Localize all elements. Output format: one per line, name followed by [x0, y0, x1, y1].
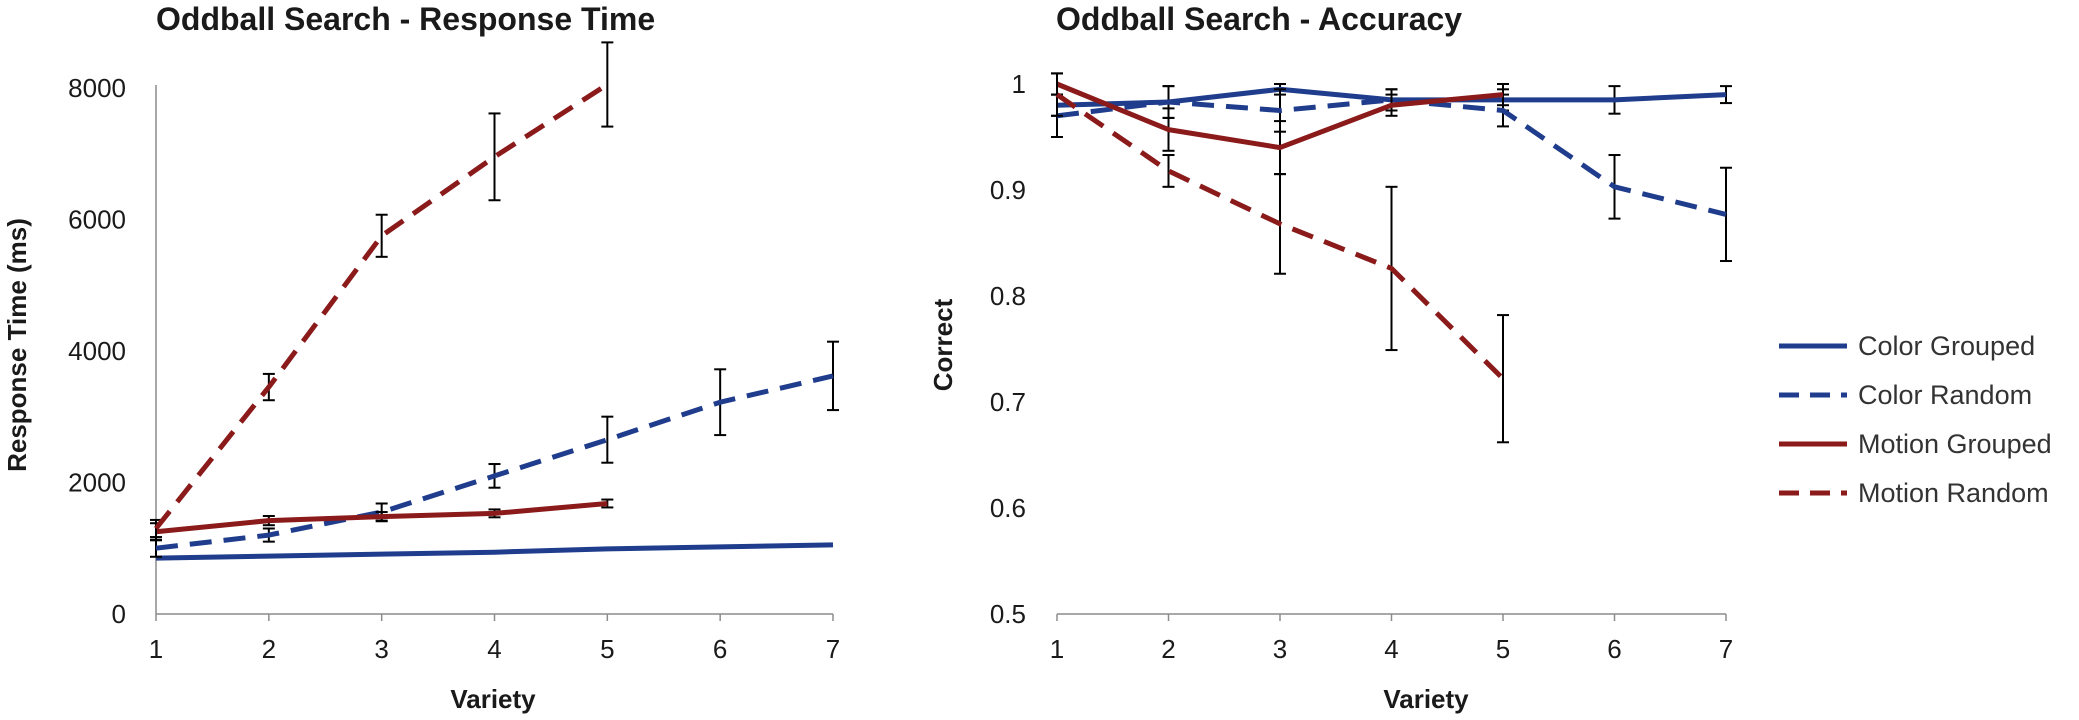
response-time-y-tick-label: 4000 — [68, 336, 126, 366]
legend-item-color-random: Color Random — [1779, 380, 2032, 410]
accuracy-series-motion-grouped — [1051, 72, 1509, 176]
accuracy-error-bar — [1497, 314, 1509, 444]
accuracy-x-tick-label: 1 — [1050, 634, 1064, 664]
response-time-x-tick-label: 5 — [600, 634, 614, 664]
accuracy-xlabel: Variety — [1383, 684, 1469, 714]
accuracy-line-motion-random — [1055, 92, 1505, 381]
response-time-error-bar — [488, 112, 501, 202]
response-time-y-tick-label: 6000 — [68, 204, 126, 234]
response-time-error-bar — [601, 415, 614, 464]
legend-label: Motion Random — [1858, 478, 2049, 508]
accuracy-y-tick-label: 0.8 — [990, 281, 1026, 311]
response-time-series-color-grouped — [155, 542, 834, 561]
response-time-chart: Oddball Search - Response Time Response … — [2, 1, 840, 714]
accuracy-y-tick-label: 1 — [1012, 69, 1026, 99]
response-time-error-bar — [601, 498, 614, 509]
accuracy-x-ticks: 1 2 3 4 5 6 7 — [1050, 614, 1733, 664]
accuracy-x-tick-label: 3 — [1273, 634, 1287, 664]
accuracy-series — [1051, 72, 1732, 444]
accuracy-x-tick-label: 4 — [1384, 634, 1398, 664]
response-time-line-motion-random — [154, 82, 609, 531]
accuracy-y-tick-label: 0.5 — [990, 599, 1026, 629]
response-time-series-motion-random — [150, 41, 614, 539]
response-time-y-tick-label: 2000 — [68, 467, 126, 497]
response-time-line-color-random — [155, 373, 834, 551]
accuracy-chart: Oddball Search - Accuracy Correct Variet… — [928, 1, 1733, 714]
response-time-x-tick-label: 4 — [487, 634, 501, 664]
response-time-y-tick-label: 0 — [112, 599, 126, 629]
response-time-series — [150, 41, 839, 561]
response-time-x-ticks: 1 2 3 4 5 6 7 — [149, 614, 840, 664]
accuracy-y-tick-label: 0.7 — [990, 387, 1026, 417]
response-time-error-bar — [827, 340, 839, 412]
response-time-x-tick-label: 1 — [149, 634, 163, 664]
accuracy-y-ticks: 0.5 0.6 0.7 0.8 0.9 1 — [990, 69, 1026, 629]
response-time-x-tick-label: 7 — [826, 634, 840, 664]
response-time-xlabel: Variety — [450, 684, 536, 714]
response-time-x-tick-label: 3 — [374, 634, 388, 664]
response-time-title: Oddball Search - Response Time — [156, 1, 655, 37]
response-time-ylabel: Response Time (ms) — [2, 218, 32, 472]
accuracy-title: Oddball Search - Accuracy — [1056, 1, 1462, 37]
accuracy-x-tick-label: 5 — [1496, 634, 1510, 664]
accuracy-series-motion-random — [1051, 72, 1509, 444]
response-time-x-tick-label: 6 — [713, 634, 727, 664]
accuracy-y-tick-label: 0.6 — [990, 493, 1026, 523]
response-time-line-color-grouped — [155, 542, 834, 561]
response-time-error-bar — [375, 213, 388, 258]
accuracy-ylabel: Correct — [928, 298, 958, 391]
response-time-y-tick-label: 8000 — [68, 73, 126, 103]
response-time-error-bar — [601, 41, 614, 128]
accuracy-x-tick-label: 7 — [1719, 634, 1733, 664]
accuracy-line-motion-grouped — [1056, 81, 1504, 151]
accuracy-x-tick-label: 6 — [1607, 634, 1621, 664]
accuracy-line-color-random — [1056, 97, 1727, 217]
response-time-y-ticks: 0 2000 4000 6000 8000 — [68, 73, 126, 629]
legend-label: Color Grouped — [1858, 331, 2035, 361]
legend-label: Motion Grouped — [1858, 429, 2052, 459]
accuracy-error-bar — [1162, 154, 1175, 188]
legend-label: Color Random — [1858, 380, 2032, 410]
accuracy-x-tick-label: 2 — [1161, 634, 1175, 664]
accuracy-y-tick-label: 0.9 — [990, 175, 1026, 205]
legend: Color Grouped Color Random Motion Grouped M… — [1779, 331, 2052, 508]
legend-item-motion-random: Motion Random — [1779, 478, 2049, 508]
legend-item-motion-grouped: Motion Grouped — [1779, 429, 2052, 459]
legend-item-color-grouped: Color Grouped — [1779, 331, 2035, 361]
response-time-line-motion-grouped — [155, 501, 608, 535]
response-time-x-tick-label: 2 — [262, 634, 276, 664]
